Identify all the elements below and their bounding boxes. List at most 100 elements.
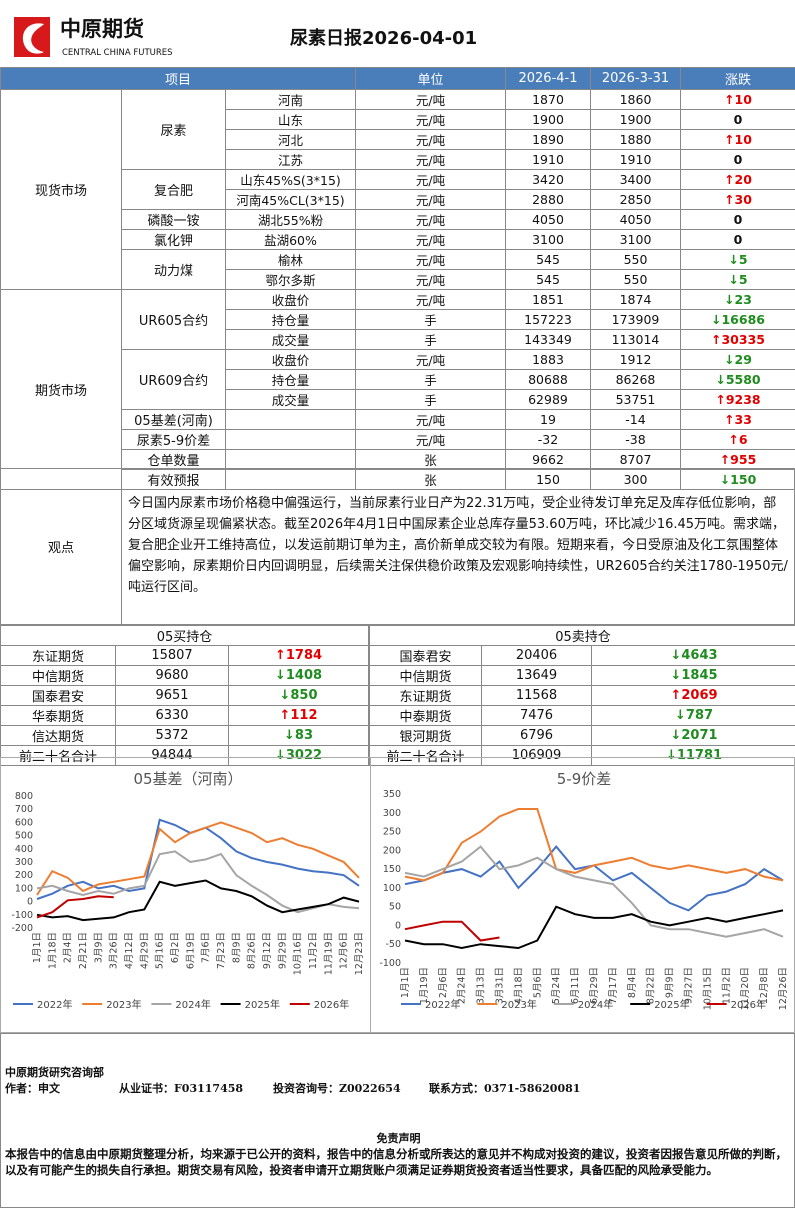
value: 545	[505, 269, 591, 290]
change: ↓23	[680, 289, 795, 310]
item	[225, 429, 356, 450]
value: 1910	[505, 149, 591, 170]
change: ↓83	[227, 725, 370, 746]
unit: 元/吨	[355, 189, 506, 210]
change: ↑1784	[227, 645, 370, 666]
y-tick-label: 0	[27, 897, 33, 908]
value: 157223	[505, 309, 591, 330]
table-row: 江苏 元/吨 1910 1910 0	[1, 149, 795, 170]
group-label: UR609合约	[121, 349, 226, 410]
col-header: 2026-3-31	[590, 67, 681, 90]
value: 1880	[590, 129, 681, 150]
table-row: UR609合约 收盘价 元/吨 1883 1912 ↓29	[1, 349, 795, 410]
section-label: 现货市场	[0, 89, 122, 290]
change: ↓4643	[591, 645, 795, 666]
legend-label: 2025年	[654, 998, 689, 1011]
volume: 6330	[115, 705, 229, 726]
author: 作者：申文	[5, 1082, 60, 1095]
cert: 从业证书：F03117458	[119, 1082, 244, 1095]
volume: 15807	[115, 645, 229, 666]
item: 河北	[225, 129, 356, 150]
chart: 05基差（河南） -200 -100 0 100 200 300 400 500 600 700 80…	[11, 770, 365, 1011]
x-tick-label: 2月21日	[78, 932, 89, 969]
item: 榆林	[225, 249, 356, 270]
positions: 05买持仓 东证期货 15807 ↑1784 中信期货 9680 ↓1408 国泰君安 9651…	[0, 625, 795, 766]
table-row: 仓单数量 张 9662 8707 ↑955	[1, 449, 795, 470]
col-header: 单位	[355, 67, 506, 90]
y-tick-label: -50	[385, 939, 401, 950]
x-tick-label: 3月9日	[93, 932, 104, 963]
y-tick-label: 300	[383, 808, 401, 819]
x-tick-label: 2月4日	[63, 932, 74, 963]
volume: 9680	[115, 665, 229, 686]
y-tick-label: 150	[383, 864, 401, 875]
position-header: 05买持仓	[0, 625, 370, 646]
item	[225, 409, 356, 430]
change: 0	[680, 149, 795, 170]
value: 2880	[505, 189, 591, 210]
viewpoint-label: 观点	[1, 469, 122, 624]
unit: 元/吨	[355, 109, 506, 130]
item: 山东45%S(3*15)	[225, 169, 356, 190]
value: 1900	[590, 109, 681, 130]
value: 1900	[505, 109, 591, 130]
change: ↑30335	[680, 329, 795, 350]
value: -32	[505, 429, 591, 450]
change: ↓150	[680, 469, 795, 490]
y-tick-label: 200	[383, 845, 401, 856]
group-label: UR605合约	[121, 289, 226, 350]
item: 成交量	[225, 389, 356, 410]
viewpoint: 观点 今日国内尿素市场价格稳中偏强运行，当前尿素行业日产为22.31万吨，受企业…	[0, 468, 795, 625]
x-tick-label: 1月1日	[32, 932, 43, 963]
legend-label: 2023年	[501, 998, 536, 1011]
x-tick-label: 7月6日	[201, 932, 212, 963]
position-row: 中泰期货 7476 ↓787	[369, 705, 795, 726]
value: 9662	[505, 449, 591, 470]
change: ↓2071	[591, 725, 795, 746]
position-row: 国泰君安 20406 ↓4643	[369, 645, 795, 666]
item: 持仓量	[225, 369, 356, 390]
volume: 6796	[481, 725, 593, 746]
unit: 元/吨	[355, 169, 506, 190]
change: ↑20	[680, 169, 795, 190]
dept: 中原期货研究咨询部	[5, 1066, 104, 1079]
x-tick-label: 10月15日	[702, 967, 713, 1010]
broker: 信达期货	[0, 725, 116, 746]
change: ↓850	[227, 685, 370, 706]
item: 收盘价	[225, 349, 356, 370]
x-tick-label: 7月23日	[216, 932, 227, 969]
position-row: 东证期货 15807 ↑1784	[0, 645, 370, 666]
value: 80688	[505, 369, 591, 390]
col-header: 涨跌	[680, 67, 795, 90]
change: ↓5580	[680, 369, 795, 390]
item: 河南45%CL(3*15)	[225, 189, 356, 210]
position-title: 05买持仓	[0, 625, 370, 646]
y-tick-label: 400	[15, 844, 33, 855]
table-row: 持仓量手 80688 86268 ↓5580	[1, 369, 795, 390]
x-tick-label: 4月12日	[124, 932, 135, 969]
y-tick-label: 700	[15, 804, 33, 815]
y-tick-label: 50	[389, 902, 401, 913]
x-tick-label: 1月19日	[419, 967, 430, 1004]
value: 53751	[590, 389, 681, 410]
value: 1912	[590, 349, 681, 370]
change: ↓3022	[227, 745, 370, 766]
x-tick-label: 1月1日	[400, 967, 411, 998]
legend-label: 2024年	[578, 998, 613, 1011]
broker: 东证期货	[0, 645, 116, 666]
series-line	[36, 818, 360, 900]
position-row: 华泰期货 6330 ↑112	[0, 705, 370, 726]
x-tick-label: 5月6日	[532, 967, 543, 998]
value: -14	[590, 409, 681, 430]
item: 持仓量	[225, 309, 356, 330]
change: ↓5	[680, 269, 795, 290]
charts: 05基差（河南） -200 -100 0 100 200 300 400 500 600 700 80…	[0, 757, 795, 1033]
position-row: 国泰君安 9651 ↓850	[0, 685, 370, 706]
value: 4050	[590, 209, 681, 230]
data-table: 项目 单位 2026-4-1 2026-3-31 涨跌 现货市场 尿素 河南 元/吨 1…	[0, 67, 795, 490]
series-line	[404, 905, 784, 950]
x-tick-label: 3月31日	[495, 967, 506, 1004]
volume: 5372	[115, 725, 229, 746]
section-label: 期货市场	[0, 289, 122, 490]
y-tick-label: -100	[379, 958, 401, 969]
